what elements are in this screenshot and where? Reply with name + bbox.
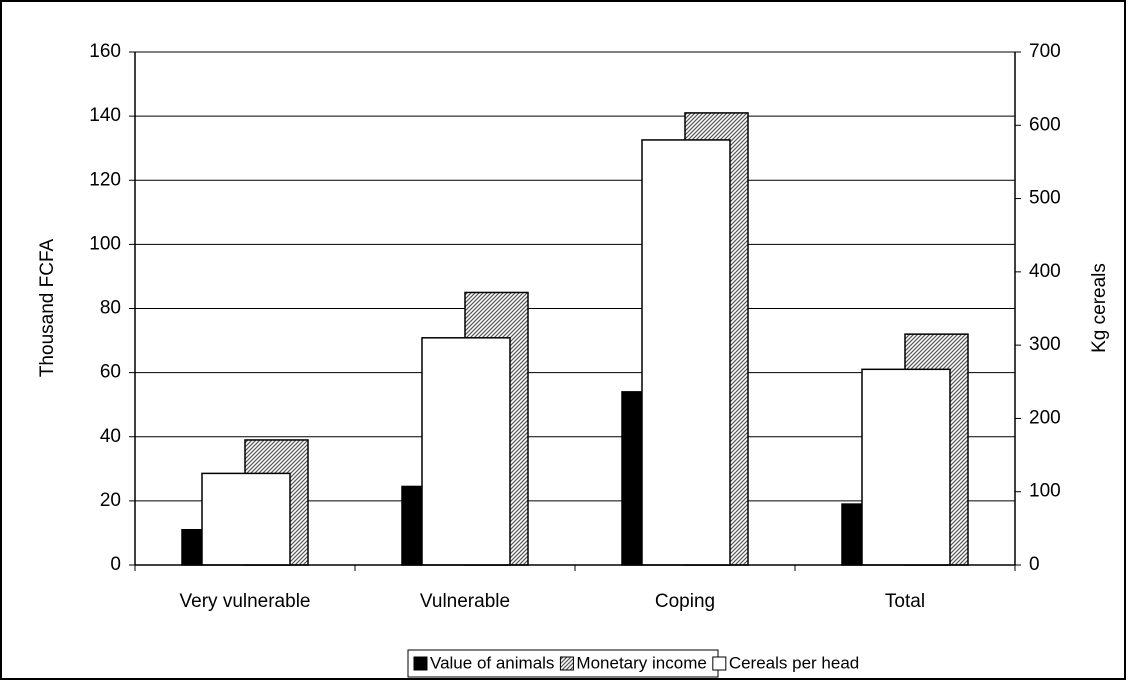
y2-tick-label: 0 [1029,554,1040,575]
legend-label: Monetary income [576,653,706,672]
legend-label: Value of animals [430,653,554,672]
bar [641,139,731,566]
y2-tick-label: 100 [1029,481,1061,502]
bar [401,485,423,566]
x-tick-label: Coping [655,591,715,612]
y2-axis-label: Kg cereals [1089,263,1110,353]
bar [201,472,291,566]
y2-tick-label: 700 [1029,41,1061,62]
y-axis-label: Thousand FCFA [37,239,58,378]
y2-tick-label: 600 [1029,114,1061,135]
y-tick-label: 120 [89,169,121,190]
y-tick-label: 80 [100,298,121,319]
x-tick-label: Total [885,591,925,612]
y2-tick-label: 500 [1029,188,1061,209]
y-tick-label: 140 [89,105,121,126]
bar [841,503,863,566]
y-tick-label: 40 [100,426,121,447]
y-tick-label: 100 [89,233,121,254]
legend-swatch [712,656,727,671]
y-tick-label: 160 [89,41,121,62]
y2-tick-label: 400 [1029,261,1061,282]
bar [621,391,643,566]
y2-tick-label: 200 [1029,407,1061,428]
y-tick-label: 0 [110,554,121,575]
legend-swatch [559,656,574,671]
legend-label: Cereals per head [729,653,859,672]
bar [421,337,511,566]
y-tick-label: 20 [100,490,121,511]
y2-tick-label: 300 [1029,334,1061,355]
legend-swatch [413,656,428,671]
x-tick-label: Vulnerable [420,591,510,612]
bar [861,368,951,566]
x-tick-label: Very vulnerable [180,591,311,612]
y-tick-label: 60 [100,362,121,383]
bar [181,528,203,566]
